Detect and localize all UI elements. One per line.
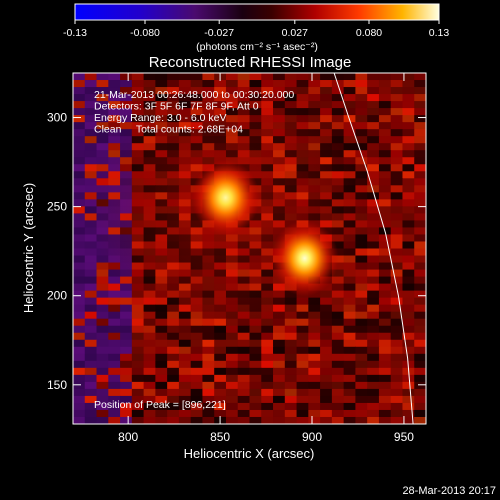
colorbar-unit-label: (photons cm⁻² s⁻¹ asec⁻²) [196,41,318,53]
y-tick-label: 150 [47,378,67,392]
colorbar-tick-label: 0.027 [282,27,308,39]
peak-position-label: Position of Peak = [896,221] [94,399,226,411]
colorbar-tick-label: -0.027 [204,27,234,39]
colorbar-gradient [74,3,440,21]
solar-limb [333,73,414,424]
plot-frame [72,72,427,425]
plot-area: 800 850 900 950 150 200 250 300 21-Mar-2013 00:… [47,72,427,444]
y-tick-label: 250 [47,200,67,214]
annotation-line: Clean Total counts: 2.68E+04 [94,124,243,136]
chart-title: Reconstructed RHESSI Image [149,54,352,71]
annotation-line: Detectors: 3F 5F 6F 7F 8F 9F, Att 0 [94,101,259,113]
colorbar-tick-label: 0.080 [356,27,382,39]
x-axis-label: Heliocentric X (arcsec) [184,446,315,461]
axis-ticks: 800 850 900 950 150 200 250 300 [47,73,426,444]
image-map [73,73,426,424]
annotation-line: Energy Range: 3.0 - 6.0 keV [94,112,227,124]
x-tick-label: 800 [118,430,138,444]
x-tick-label: 950 [394,430,414,444]
y-tick-label: 300 [47,111,67,125]
source-blobs [191,159,339,297]
x-tick-label: 900 [302,430,322,444]
colorbar-tick-label: -0.080 [130,27,160,39]
colorbar-tick-label: 0.13 [429,27,450,39]
source-blob [270,220,339,297]
footer-timestamp: 28-Mar-2013 20:17 [402,485,496,497]
y-axis-label: Heliocentric Y (arcsec) [21,183,36,313]
annotation-line: 21-Mar-2013 00:26:48.000 to 00:30:20.000 [94,89,294,101]
colorbar-tick-label: -0.13 [63,27,87,39]
annotation-block: 21-Mar-2013 00:26:48.000 to 00:30:20.000… [94,89,294,136]
y-tick-label: 200 [47,289,67,303]
colorbar-ticks: -0.13 -0.080 -0.027 0.027 0.080 0.13 [63,20,449,39]
source-blob [191,159,260,236]
colorbar: -0.13 -0.080 -0.027 0.027 0.080 0.13 (photons… [63,3,449,53]
x-tick-label: 850 [210,430,230,444]
